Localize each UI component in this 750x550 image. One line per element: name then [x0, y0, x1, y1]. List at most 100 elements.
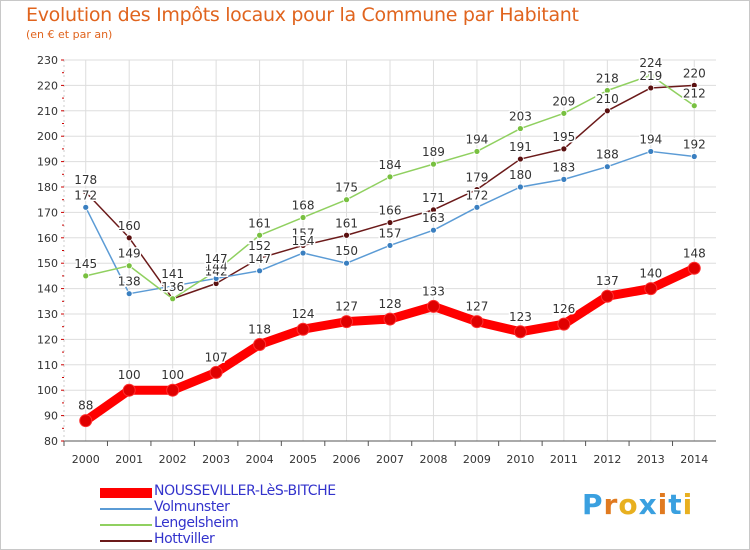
point-volmunster-2008: [430, 226, 437, 234]
data-label-hottviller-2010: 191: [509, 140, 532, 154]
data-label-volmunster-2002: 141: [161, 267, 184, 281]
data-label-volmunster-2007: 157: [379, 226, 402, 240]
data-label-volmunster-2008: 163: [422, 211, 445, 225]
point-lengelsheim-2011: [560, 109, 568, 117]
logo-letter: o: [618, 488, 639, 521]
point-lengelsheim-2004: [256, 231, 264, 239]
point-hottviller-2011: [560, 145, 568, 153]
point-hottviller-2000: [82, 188, 90, 196]
data-label-volmunster-2013: 194: [639, 132, 662, 146]
data-label-nousseviller-l-s-bitche-2014: 148: [683, 246, 706, 260]
point-nousseviller-l-s-bitche-2008: [426, 299, 440, 313]
data-label-nousseviller-l-s-bitche-2008: 133: [422, 284, 445, 298]
x-tick-label-2013: 2013: [637, 453, 665, 466]
y-tick-label-110: 110: [37, 359, 58, 372]
y-tick-label-100: 100: [37, 384, 58, 397]
data-label-nousseviller-l-s-bitche-2012: 137: [596, 274, 619, 288]
chart-title: Evolution des Impôts locaux pour la Comm…: [26, 4, 579, 26]
x-tick-label-2001: 2001: [115, 453, 143, 466]
data-label-lengelsheim-2014: 212: [683, 87, 706, 101]
legend-swatch-lengelsheim: [100, 524, 152, 526]
data-label-lengelsheim-2001: 149: [118, 247, 141, 261]
point-lengelsheim-2001: [125, 262, 133, 270]
legend-swatch-hottviller: [100, 540, 152, 542]
point-hottviller-2008: [430, 206, 437, 214]
point-hottviller-2006: [343, 231, 350, 239]
point-nousseviller-l-s-bitche-2013: [644, 282, 658, 296]
data-label-nousseviller-l-s-bitche-2011: 126: [552, 302, 575, 316]
data-label-hottviller-2009: 179: [465, 171, 488, 185]
point-nousseviller-l-s-bitche-2002: [166, 383, 180, 397]
data-label-nousseviller-l-s-bitche-2006: 127: [335, 300, 358, 314]
point-nousseviller-l-s-bitche-2009: [470, 315, 484, 329]
point-nousseviller-l-s-bitche-2012: [600, 289, 614, 303]
legend-label-nousseviller-l-s-bitche: NOUSSEVILLER-LèS-BITCHE: [154, 483, 336, 499]
point-hottviller-2013: [647, 84, 655, 92]
x-tick-label-2005: 2005: [289, 453, 317, 466]
data-label-lengelsheim-2008: 189: [422, 145, 445, 159]
x-tick-label-2006: 2006: [333, 453, 361, 466]
y-tick-label-120: 120: [37, 333, 58, 346]
data-label-nousseviller-l-s-bitche-2013: 140: [639, 267, 662, 281]
data-label-nousseviller-l-s-bitche-2002: 100: [161, 368, 184, 382]
point-hottviller-2014: [690, 82, 698, 89]
data-label-nousseviller-l-s-bitche-2005: 124: [292, 307, 315, 321]
data-label-nousseviller-l-s-bitche-2007: 128: [379, 297, 402, 311]
point-volmunster-2004: [256, 267, 264, 275]
data-label-lengelsheim-2012: 218: [596, 71, 619, 85]
point-hottviller-2012: [603, 107, 611, 115]
data-label-nousseviller-l-s-bitche-2003: 107: [205, 350, 228, 364]
point-hottviller-2005: [299, 242, 307, 249]
y-tick-label-230: 230: [37, 54, 58, 67]
data-label-lengelsheim-2004: 161: [248, 216, 271, 230]
y-tick-label-80: 80: [44, 435, 58, 448]
legend-swatch-nousseviller-l-s-bitche: [100, 488, 152, 498]
point-volmunster-2003: [212, 275, 220, 282]
data-label-hottviller-2005: 157: [292, 226, 315, 240]
x-tick-label-2008: 2008: [419, 453, 447, 466]
point-lengelsheim-2006: [343, 196, 350, 204]
point-lengelsheim-2003: [212, 267, 220, 275]
data-label-volmunster-2006: 150: [335, 244, 358, 258]
data-label-hottviller-2004: 152: [248, 239, 271, 253]
data-label-lengelsheim-2003: 147: [205, 252, 228, 266]
grid: [64, 59, 716, 442]
point-lengelsheim-2002: [169, 295, 177, 303]
legend-label-volmunster: Volmunster: [154, 499, 230, 515]
point-volmunster-2000: [82, 203, 90, 211]
data-label-hottviller-2007: 166: [379, 204, 402, 218]
point-nousseviller-l-s-bitche-2001: [122, 383, 136, 397]
logo-letter: t: [668, 488, 683, 521]
logo-letter: i: [682, 488, 694, 521]
point-volmunster-2010: [517, 183, 524, 191]
data-label-hottviller-2013: 219: [639, 69, 662, 83]
logo-letter: x: [638, 488, 658, 521]
point-volmunster-2012: [603, 163, 611, 171]
data-label-hottviller-2011: 195: [552, 130, 575, 144]
data-label-hottviller-2000: 178: [74, 173, 97, 187]
point-lengelsheim-2005: [299, 214, 307, 221]
data-label-lengelsheim-2007: 184: [379, 158, 402, 172]
data-label-lengelsheim-2005: 168: [292, 198, 315, 212]
point-nousseviller-l-s-bitche-2014: [687, 261, 701, 275]
point-volmunster-2011: [560, 175, 568, 183]
chart-subtitle: (en € et par an): [26, 28, 113, 41]
logo-letter: r: [603, 488, 619, 521]
x-tick-label-2000: 2000: [72, 453, 100, 466]
logo-letter: i: [657, 488, 669, 521]
point-hottviller-2007: [386, 219, 394, 226]
data-label-hottviller-2008: 171: [422, 191, 445, 205]
data-label-hottviller-2014: 220: [683, 66, 706, 80]
data-label-hottviller-2001: 160: [118, 219, 141, 233]
logo-letter: P: [582, 488, 604, 521]
point-volmunster-2005: [299, 249, 307, 257]
data-label-lengelsheim-2010: 203: [509, 110, 532, 124]
legend-label-hottviller: Hottviller: [154, 531, 215, 547]
data-label-lengelsheim-2000: 145: [74, 257, 97, 271]
point-volmunster-2001: [125, 290, 133, 298]
point-nousseviller-l-s-bitche-2006: [340, 315, 354, 329]
x-tick-label-2002: 2002: [159, 453, 187, 466]
data-label-volmunster-2011: 183: [552, 160, 575, 174]
x-tick-label-2014: 2014: [680, 453, 708, 466]
